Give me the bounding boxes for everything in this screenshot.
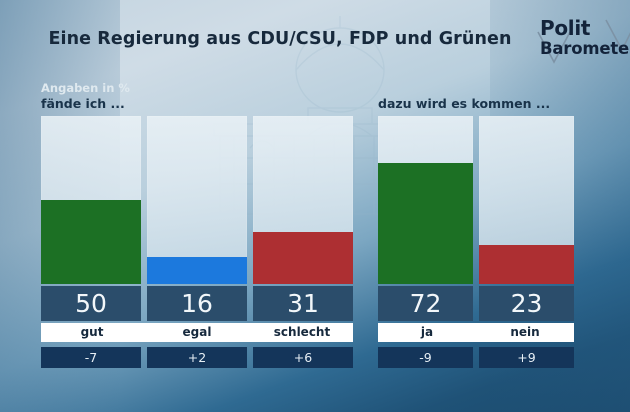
- bar-columns: [41, 116, 353, 284]
- value-gut: 50: [41, 286, 141, 321]
- logo-line-barometer: Barometer: [540, 39, 630, 58]
- label-schlecht: schlecht: [273, 325, 331, 339]
- page-title: Eine Regierung aus CDU/CSU, FDP und Grün…: [48, 29, 512, 49]
- change-ja: -9: [378, 347, 473, 368]
- panel-faende-ich: 50 16 31 gut egal schlecht -7 +2 +6: [41, 116, 353, 368]
- units-note: Angaben in %: [41, 81, 130, 95]
- logo-wordmark: Polit Barometer: [540, 18, 630, 58]
- polit-barometer-logo: Polit Barometer: [532, 16, 630, 68]
- bar-gut: [41, 200, 141, 284]
- bar-column: [479, 116, 574, 284]
- value-nein: 23: [479, 286, 574, 321]
- bar-schlecht: [253, 231, 353, 284]
- label-nein: nein: [510, 325, 540, 339]
- left-panel-caption: fände ich ...: [41, 96, 125, 111]
- value-ja: 72: [378, 286, 473, 321]
- value-row: 50 16 31: [41, 286, 353, 321]
- logo-line-polit: Polit: [540, 16, 591, 40]
- bar-column: [253, 116, 353, 284]
- change-gut: -7: [41, 347, 141, 368]
- bar-column: [147, 116, 247, 284]
- change-row: -9 +9: [378, 347, 574, 368]
- bar-column: [378, 116, 473, 284]
- change-row: -7 +2 +6: [41, 347, 353, 368]
- value-schlecht: 31: [253, 286, 353, 321]
- value-egal: 16: [147, 286, 247, 321]
- logo-chevron-icon: [537, 19, 630, 64]
- change-nein: +9: [479, 347, 574, 368]
- label-ja: ja: [420, 325, 434, 339]
- change-schlecht: +6: [253, 347, 353, 368]
- bar-nein: [479, 245, 574, 284]
- bar-egal: [147, 257, 247, 284]
- change-egal: +2: [147, 347, 247, 368]
- label-row: gut egal schlecht: [41, 323, 353, 342]
- label-egal: egal: [182, 325, 212, 339]
- bar-columns: [378, 116, 574, 284]
- panel-dazu-wird-es-kommen: 72 23 ja nein -9 +9: [378, 116, 574, 368]
- bar-ja: [378, 163, 473, 284]
- bar-column: [41, 116, 141, 284]
- right-panel-caption: dazu wird es kommen ...: [378, 96, 551, 111]
- value-row: 72 23: [378, 286, 574, 321]
- label-gut: gut: [80, 325, 104, 339]
- label-row: ja nein: [378, 323, 574, 342]
